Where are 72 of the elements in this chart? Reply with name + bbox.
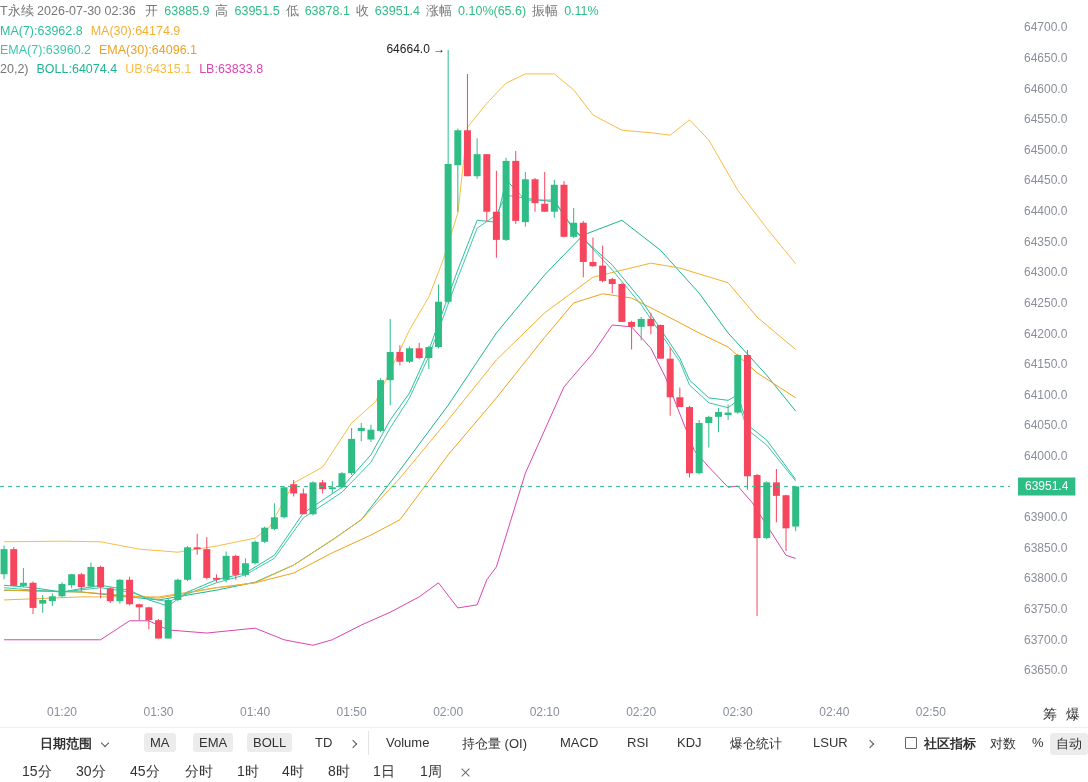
x-tick-label: 01:30 bbox=[143, 704, 174, 719]
text: 4时 bbox=[282, 763, 304, 781]
chart-title: T永续 2026-07-30 02:36 bbox=[0, 4, 136, 18]
y-tick-label: 63750.0 bbox=[1024, 602, 1068, 617]
text: EMA(30):64096.1 bbox=[99, 43, 198, 57]
y-tick-label: 64150.0 bbox=[1024, 357, 1068, 372]
y-tick-label: 64700.0 bbox=[1024, 20, 1068, 35]
text: KDJ bbox=[677, 734, 702, 752]
x-tick-label: 02:40 bbox=[819, 704, 850, 719]
x-tick-label: 01:20 bbox=[46, 704, 78, 719]
text: MA bbox=[144, 733, 176, 752]
text: 日期范围 bbox=[40, 735, 92, 753]
text: MACD bbox=[560, 734, 599, 752]
annotation: 20,2) bbox=[0, 62, 29, 76]
text: BOLL:64074.4 bbox=[36, 62, 118, 76]
text: 1周 bbox=[420, 763, 442, 781]
text: TD bbox=[315, 734, 333, 752]
text: 爆 bbox=[1066, 706, 1080, 724]
x-tick-label: 02:20 bbox=[626, 704, 657, 719]
y-tick-label: 64500.0 bbox=[1024, 142, 1068, 157]
y-tick-label: 63800.0 bbox=[1024, 571, 1068, 586]
text: UB:64315.1 bbox=[125, 62, 192, 76]
text: 开 63885.9 高 63951.5 低 63878.1 收 63951.4 涨幅 0.10%(65.6) 振幅 0.11% bbox=[145, 4, 599, 18]
y-tick-label: 63700.0 bbox=[1024, 632, 1068, 647]
text: 8时 bbox=[328, 763, 350, 781]
y-tick-label: 63650.0 bbox=[1024, 663, 1068, 678]
y-tick-label: 64450.0 bbox=[1024, 173, 1068, 188]
text: 筹 bbox=[1043, 706, 1057, 724]
x-tick-label: 02:50 bbox=[915, 704, 947, 719]
y-tick-label: 64350.0 bbox=[1024, 234, 1068, 249]
text: 15分 bbox=[22, 763, 52, 781]
y-tick-label: 64550.0 bbox=[1024, 112, 1068, 127]
y-tick-label: 64650.0 bbox=[1024, 50, 1068, 65]
text: 45分 bbox=[130, 763, 160, 781]
ref-line-label: 63951.4 bbox=[1025, 478, 1069, 493]
text: 爆仓统计 bbox=[730, 735, 782, 753]
text: 分时 bbox=[185, 763, 213, 781]
y-tick-label: 64000.0 bbox=[1024, 448, 1068, 463]
x-tick-label: 01:50 bbox=[336, 704, 367, 719]
y-tick-label: 64250.0 bbox=[1024, 295, 1068, 310]
x-tick-label: 02:30 bbox=[722, 704, 754, 719]
text: BOLL bbox=[247, 733, 293, 752]
text: 持仓量 (OI) bbox=[462, 735, 527, 753]
annotation: 64664.0 → bbox=[386, 42, 446, 57]
candlestick bbox=[589, 237, 597, 267]
text: LSUR bbox=[813, 734, 848, 752]
y-tick-label: 64050.0 bbox=[1024, 418, 1068, 433]
y-tick-label: 63900.0 bbox=[1024, 510, 1068, 525]
text: % bbox=[1032, 734, 1044, 752]
text: EMA bbox=[193, 733, 234, 752]
text: MA(7):63962.8 bbox=[0, 24, 83, 38]
x-tick-label: 02:00 bbox=[433, 704, 464, 719]
text: 1日 bbox=[373, 763, 395, 781]
text: 社区指标 bbox=[924, 735, 976, 753]
text: Volume bbox=[386, 734, 430, 752]
text: RSI bbox=[627, 734, 649, 752]
text: 30分 bbox=[76, 763, 106, 781]
candlestick bbox=[193, 533, 201, 555]
x-tick-label: 01:40 bbox=[240, 704, 271, 719]
text: MA(30):64174.9 bbox=[90, 24, 181, 38]
x-tick-label: 02:10 bbox=[529, 704, 561, 719]
text: LB:63833.8 bbox=[199, 62, 264, 76]
y-tick-label: 64100.0 bbox=[1024, 387, 1068, 402]
text: 对数 bbox=[990, 735, 1016, 753]
y-tick-label: 64200.0 bbox=[1024, 326, 1068, 341]
y-tick-label: 63850.0 bbox=[1024, 540, 1068, 555]
y-tick-label: 64400.0 bbox=[1024, 204, 1068, 219]
y-tick-label: 64300.0 bbox=[1024, 265, 1068, 280]
text: EMA(7):63960.2 bbox=[0, 43, 92, 57]
text: 自动 bbox=[1050, 733, 1088, 755]
y-tick-label: 64600.0 bbox=[1024, 81, 1068, 96]
text: 1时 bbox=[237, 763, 259, 781]
